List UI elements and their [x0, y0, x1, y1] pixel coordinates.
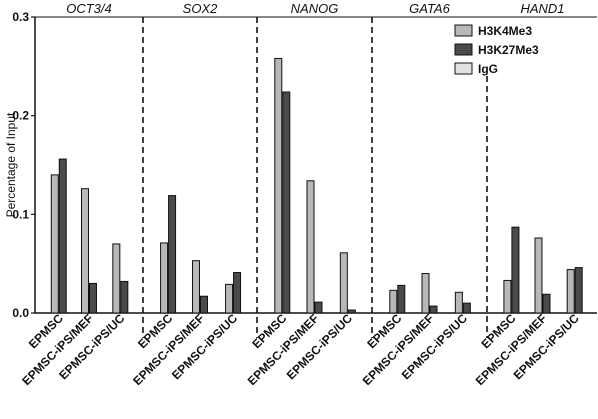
bar-hand1-h3k4me3 [503, 279, 512, 314]
bar-nanog-h3k4me3 [339, 252, 348, 314]
bar-sox2-h3k4me3 [192, 260, 200, 314]
bar-oct34-h3k4me3 [81, 188, 89, 314]
legend-label: H3K4Me3 [478, 24, 532, 38]
bar-nanog-h3k27me3 [347, 309, 356, 314]
bar-gata6-h3k27me3 [429, 305, 438, 314]
bar-hand1-h3k4me3 [566, 269, 575, 314]
y-tick-label: 0.3 [12, 10, 29, 24]
bar-sox2-h3k27me3 [200, 295, 208, 314]
bar-sox2-h3k4me3 [225, 283, 234, 314]
bar-oct34-h3k27me3 [120, 280, 129, 314]
bar-hand1-h3k27me3 [511, 226, 520, 314]
y-axis-title: Percentage of Input [4, 112, 18, 217]
bars [50, 57, 583, 314]
gene-label: SOX2 [183, 1, 218, 16]
legend-swatch [454, 43, 473, 56]
gene-label: OCT3/4 [66, 1, 112, 16]
bar-hand1-h3k27me3 [542, 293, 551, 314]
legend: H3K4Me3 H3K27Me3 IgG [454, 24, 539, 76]
bar-hand1-h3k4me3 [534, 237, 543, 314]
axes: 0.0 0.1 0.2 0.3 Percentage of Input [4, 10, 597, 320]
bar-gata6-h3k27me3 [397, 284, 406, 314]
legend-label: H3K27Me3 [478, 43, 539, 57]
bar-gata6-h3k4me3 [389, 289, 398, 314]
bar-sox2-h3k27me3 [168, 195, 177, 314]
bar-gata6-h3k27me3 [462, 302, 471, 314]
bar-nanog-h3k27me3 [314, 301, 323, 314]
legend-swatch [454, 62, 473, 75]
y-tick-label: 0.0 [12, 306, 29, 320]
bar-hand1-h3k27me3 [574, 267, 583, 314]
bar-nanog-h3k4me3 [274, 57, 283, 314]
bar-gata6-h3k4me3 [454, 291, 463, 314]
gene-label: NANOG [291, 1, 339, 16]
bar-nanog-h3k27me3 [282, 91, 291, 314]
labels: OCT3/4EPMSCEPMSC-iPS/MEFEPMSC-iPS/UCSOX2… [19, 1, 582, 388]
bar-sox2-h3k27me3 [233, 272, 242, 314]
bar-oct34-h3k27me3 [89, 282, 97, 314]
bar-oct34-h3k4me3 [112, 243, 121, 314]
bar-oct34-h3k4me3 [50, 174, 59, 314]
gene-label: GATA6 [409, 1, 450, 16]
bar-gata6-h3k4me3 [421, 273, 430, 314]
legend-swatch [454, 24, 473, 37]
gene-label: HAND1 [520, 1, 564, 16]
group-dividers [142, 17, 488, 338]
bar-sox2-h3k4me3 [160, 242, 169, 314]
bar-oct34-h3k27me3 [58, 158, 67, 314]
y-tick-label: 0.1 [12, 207, 29, 221]
y-tick-label: 0.2 [12, 109, 29, 123]
bar-nanog-h3k4me3 [306, 180, 315, 314]
legend-label: IgG [478, 62, 498, 76]
